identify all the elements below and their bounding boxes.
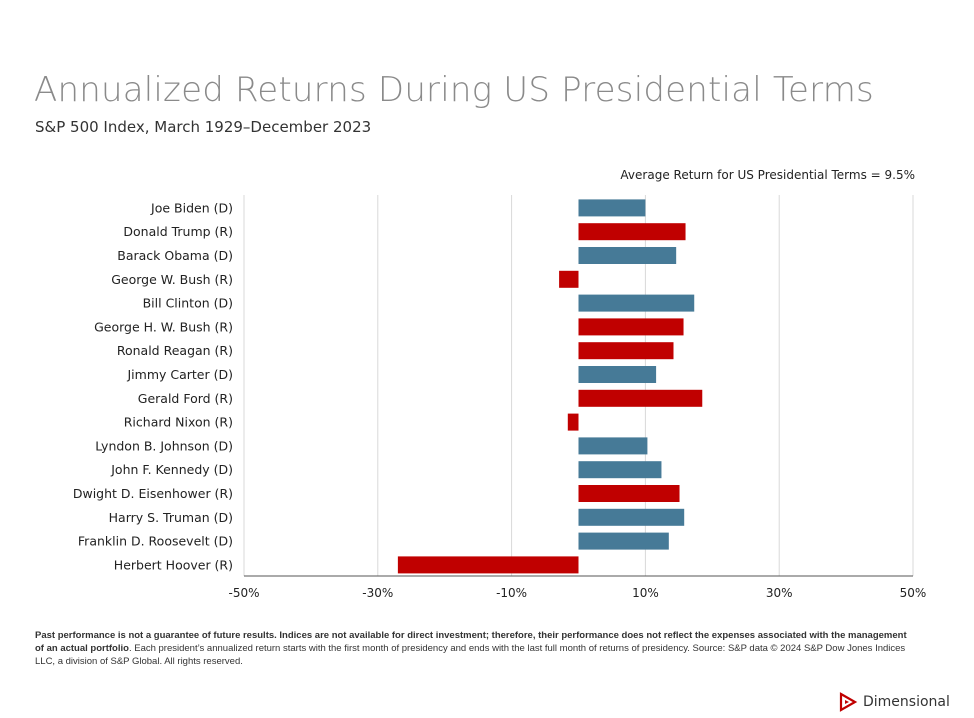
x-tick-label: 10%: [632, 586, 659, 600]
bar-george-h-w-bush-r: [578, 318, 684, 336]
bar-ronald-reagan-r: [578, 342, 674, 360]
bar-john-f-kennedy-d: [578, 461, 662, 479]
category-label: Ronald Reagan (R): [117, 343, 233, 358]
bar-george-w-bush-r: [559, 270, 579, 288]
bar-gerald-ford-r: [578, 389, 703, 407]
x-axis-ticks: -50% -30% -10% 10% 30% 50%: [228, 586, 926, 600]
category-label: Barack Obama (D): [117, 248, 233, 263]
dimensional-logo-icon: [839, 692, 858, 712]
x-tick-label: 30%: [766, 586, 793, 600]
category-label: Gerald Ford (R): [138, 391, 233, 406]
bar-richard-nixon-r: [567, 413, 579, 431]
bar-herbert-hoover-r: [397, 556, 579, 574]
category-label: John F. Kennedy (D): [110, 462, 233, 477]
chart-subtitle: S&P 500 Index, March 1929–December 2023: [35, 118, 372, 136]
x-tick-label: -50%: [228, 586, 259, 600]
category-label: Lyndon B. Johnson (D): [95, 438, 233, 453]
category-label: Donald Trump (R): [123, 224, 233, 239]
dimensional-logo: Dimensional: [838, 692, 950, 712]
bar-bill-clinton-d: [578, 294, 695, 312]
category-label: George H. W. Bush (R): [94, 319, 233, 334]
x-tick-label: 50%: [900, 586, 927, 600]
disclaimer-bold: Past performance is not a guarantee of f…: [35, 630, 907, 654]
category-labels: Joe Biden (D) Donald Trump (R) Barack Obam…: [73, 200, 233, 572]
average-return-annotation: Average Return for US Presidential Terms…: [620, 168, 915, 182]
category-label: Dwight D. Eisenhower (R): [73, 486, 233, 501]
category-label: Richard Nixon (R): [124, 415, 233, 430]
bar-lyndon-b-johnson-d: [578, 437, 648, 455]
x-tick-label: -30%: [362, 586, 393, 600]
category-label: Harry S. Truman (D): [109, 510, 233, 525]
disclaimer-footnote: Past performance is not a guarantee of f…: [35, 629, 915, 668]
bar-barack-obama-d: [578, 247, 677, 264]
bar-chart: Joe Biden (D) Donald Trump (R) Barack Obam…: [73, 195, 926, 600]
disclaimer-text: . Each president’s annualized return sta…: [35, 643, 906, 667]
bar-donald-trump-r: [578, 223, 686, 241]
category-label: Franklin D. Roosevelt (D): [78, 534, 233, 549]
bar-franklin-d-roosevelt-d: [578, 532, 669, 550]
category-label: Joe Biden (D): [150, 200, 233, 215]
category-label: George W. Bush (R): [111, 272, 233, 287]
category-label: Bill Clinton (D): [143, 296, 233, 311]
logo-text: Dimensional: [863, 694, 950, 710]
bars: [397, 199, 703, 574]
bar-joe-biden-d: [578, 199, 646, 217]
chart-title: Annualized Returns During US Presidentia…: [34, 70, 874, 110]
category-label: Herbert Hoover (R): [114, 557, 233, 572]
category-label: Jimmy Carter (D): [127, 367, 234, 382]
x-tick-label: -10%: [496, 586, 527, 600]
bar-jimmy-carter-d: [578, 366, 657, 383]
bar-dwight-d-eisenhower-r: [578, 485, 680, 502]
bar-harry-s-truman-d: [578, 508, 685, 526]
